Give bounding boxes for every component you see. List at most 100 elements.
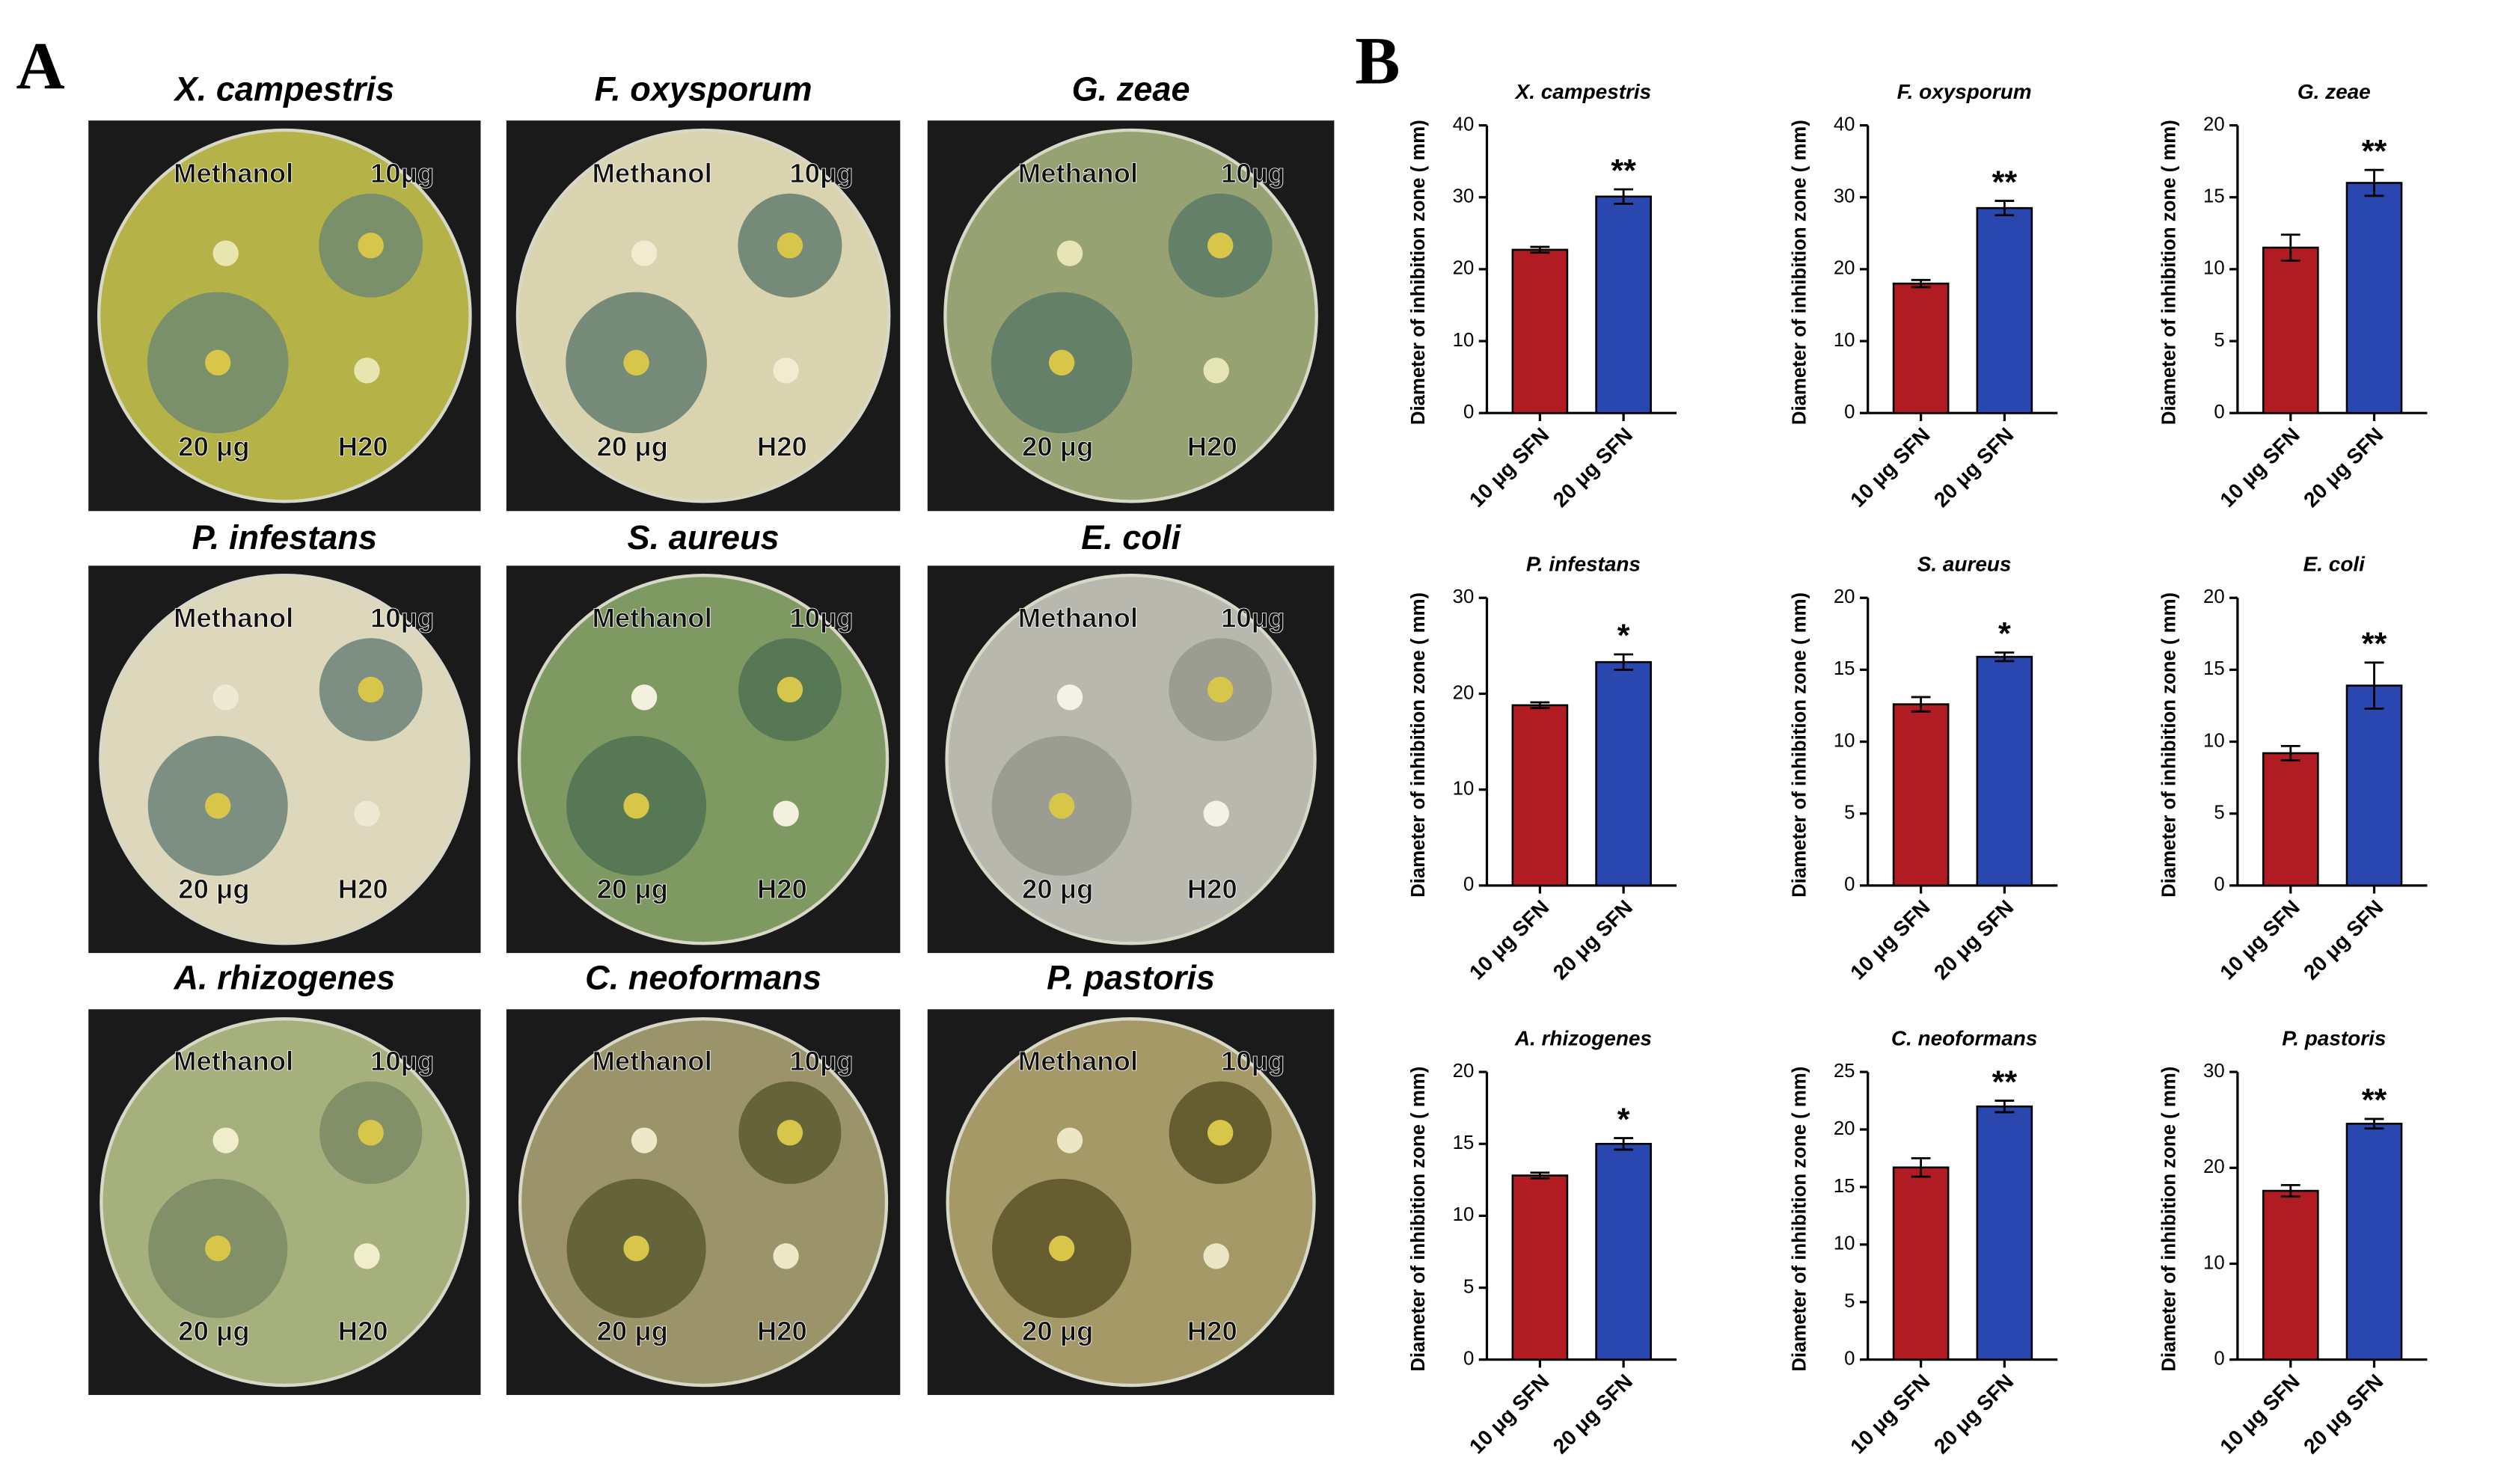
y-tick-label: 15: [2203, 186, 2225, 207]
disk: [623, 1235, 649, 1262]
y-tick-label: 20: [1453, 682, 1475, 703]
plate-label: 10μg: [370, 1046, 434, 1076]
plate-label: 10μg: [789, 602, 853, 633]
plate-title: P. pastoris: [1047, 959, 1215, 997]
y-axis-label: Diameter of inhibition zone ( mm): [1408, 1067, 1429, 1372]
y-tick-label: 10: [2203, 730, 2225, 751]
chart-title: G. zeae: [2298, 80, 2371, 103]
disk: [1203, 800, 1229, 827]
disk: [354, 1243, 380, 1269]
y-tick-label: 10: [2203, 1252, 2225, 1273]
y-tick-label: 5: [1844, 803, 1855, 824]
chart-title: X. campestris: [1514, 80, 1652, 103]
chart-title: C. neoformans: [1891, 1027, 2037, 1050]
error-bar: [1995, 1100, 2015, 1114]
bar: [1511, 1174, 1569, 1361]
y-tick-label: 5: [2214, 330, 2224, 351]
chart-title: S. aureus: [1917, 553, 2012, 576]
plate-label: Methanol: [174, 1046, 293, 1076]
y-tick-label: 10: [2203, 258, 2225, 279]
plate-title: C. neoformans: [585, 959, 821, 997]
y-tick-label: 15: [1834, 1176, 1855, 1197]
plate-label: 20 μg: [597, 431, 668, 462]
disk: [1207, 233, 1234, 259]
error-bar: [2280, 744, 2300, 761]
plate-label: H20: [338, 874, 388, 904]
disk: [631, 684, 658, 711]
plate-label: H20: [1187, 1316, 1237, 1346]
disk: [1048, 349, 1075, 376]
disk: [205, 349, 231, 376]
plate-label: H20: [338, 431, 388, 462]
disk: [1056, 1127, 1083, 1153]
plate: Methanol 10μg 20 μg H20: [927, 120, 1335, 512]
disk: [1207, 676, 1234, 703]
y-axis-label: Diameter of inhibition zone ( mm): [2158, 592, 2179, 898]
y-tick-label: 25: [1834, 1061, 1855, 1082]
plate-label: H20: [1187, 431, 1237, 462]
error-bar: [2364, 1117, 2384, 1130]
disk: [773, 800, 799, 827]
chart-title: A. rhizogenes: [1514, 1027, 1652, 1050]
plate-title: P. infestans: [192, 518, 377, 556]
bar: [2345, 182, 2403, 414]
y-axis-label: Diameter of inhibition zone ( mm): [1789, 120, 1810, 425]
bar: [1976, 1105, 2033, 1361]
plate-label: 10μg: [789, 1046, 853, 1076]
disk: [773, 358, 799, 384]
y-tick-label: 15: [1834, 658, 1855, 679]
plate-label: 20 μg: [1022, 874, 1093, 904]
disk: [623, 793, 649, 819]
y-tick-label: 30: [1453, 586, 1475, 607]
y-tick-label: 5: [2214, 803, 2224, 824]
plate: Methanol 10μg 20 μg H20: [927, 565, 1335, 954]
disk: [623, 349, 649, 376]
plate-label: H20: [1187, 874, 1237, 904]
y-tick-label: 20: [1834, 1118, 1855, 1139]
error-bar: [1614, 1137, 1634, 1151]
bar: [2345, 684, 2403, 887]
panel-label: B: [1355, 24, 1400, 99]
disk: [358, 1120, 384, 1146]
plate: Methanol 10μg 20 μg H20: [506, 1009, 901, 1395]
plate-label: 20 μg: [1022, 431, 1093, 462]
plate-label: 20 μg: [178, 874, 249, 904]
disk: [212, 684, 239, 711]
y-axis-label: Diameter of inhibition zone ( mm): [1789, 1067, 1810, 1372]
disk: [1207, 1120, 1234, 1146]
plate-label: Methanol: [592, 1046, 711, 1076]
significance: **: [1611, 153, 1636, 188]
bar: [1892, 1166, 1950, 1361]
error-bar: [1530, 1171, 1550, 1180]
plate-label: 10μg: [370, 158, 434, 188]
y-tick-label: 20: [1453, 258, 1475, 279]
y-axis-label: Diameter of inhibition zone ( mm): [2158, 1067, 2179, 1372]
plate-label: Methanol: [592, 602, 711, 633]
disk: [777, 233, 803, 259]
plate-label: 10μg: [1221, 158, 1285, 188]
plate-label: 10μg: [370, 602, 434, 633]
plate-title: A. rhizogenes: [173, 959, 395, 997]
y-tick-label: 0: [1844, 402, 1855, 423]
plate-label: 20 μg: [178, 1316, 249, 1346]
chart-title: F. oxysporum: [1897, 80, 2032, 103]
disk: [777, 1120, 803, 1146]
bar: [2262, 1189, 2319, 1361]
plate-label: Methanol: [174, 602, 293, 633]
plate-label: H20: [757, 1316, 807, 1346]
y-tick-label: 10: [1453, 778, 1475, 799]
y-tick-label: 0: [1463, 402, 1474, 423]
chart-title: P. pastoris: [2282, 1027, 2386, 1050]
disk: [358, 233, 384, 259]
disk: [1048, 793, 1075, 819]
error-bar: [1911, 1157, 1931, 1178]
plate-label: 10μg: [1221, 602, 1285, 633]
y-tick-label: 30: [1453, 186, 1475, 207]
plate-label: 20 μg: [1022, 1316, 1093, 1346]
y-tick-label: 20: [1453, 1061, 1475, 1082]
plate-label: H20: [757, 431, 807, 462]
y-axis-label: Diameter of inhibition zone ( mm): [1408, 592, 1429, 898]
disk: [1048, 1235, 1075, 1262]
